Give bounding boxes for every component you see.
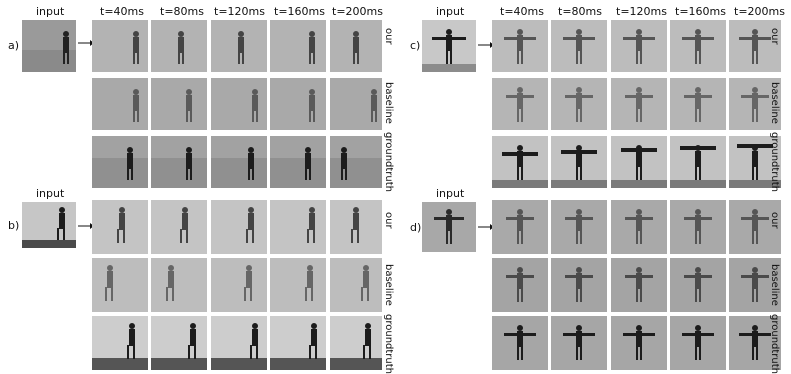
input-label: input (36, 187, 65, 200)
input-frame (22, 20, 76, 72)
input-frame (422, 202, 476, 252)
frame-groundtruth (270, 136, 326, 188)
frame-baseline (492, 78, 548, 130)
frame-baseline (551, 258, 607, 312)
panel-letter: b) (8, 219, 20, 232)
frame-our (729, 200, 781, 254)
frame-groundtruth (270, 316, 326, 370)
time-label: t=160ms (675, 5, 726, 18)
panel-letter: d) (410, 221, 422, 234)
frame-our (151, 20, 207, 72)
frame-our (492, 200, 548, 254)
row-label-baseline: baseline (383, 82, 394, 124)
row-label-our: our (383, 28, 394, 45)
frame-groundtruth (611, 316, 667, 370)
input-frame (22, 202, 76, 248)
frame-groundtruth (492, 136, 548, 188)
frame-baseline (211, 258, 267, 312)
frame-our (729, 20, 781, 72)
frame-our (211, 20, 267, 72)
frame-baseline (270, 258, 326, 312)
input-label: input (436, 5, 465, 18)
frame-groundtruth (551, 316, 607, 370)
frame-groundtruth (151, 316, 207, 370)
row-label-groundtruth: groundtruth (769, 314, 780, 374)
frame-groundtruth (92, 136, 148, 188)
time-label: t=80ms (160, 5, 204, 18)
frame-our (151, 200, 207, 254)
row-label-groundtruth: groundtruth (383, 314, 394, 374)
frame-our (92, 20, 148, 72)
frame-our (611, 20, 667, 72)
frame-groundtruth (330, 136, 382, 188)
frame-baseline (151, 78, 207, 130)
frame-groundtruth (492, 316, 548, 370)
frame-our (330, 200, 382, 254)
frame-baseline (670, 78, 726, 130)
time-label: t=200ms (332, 5, 383, 18)
frame-baseline (330, 258, 382, 312)
frame-our (211, 200, 267, 254)
frame-groundtruth (151, 136, 207, 188)
frame-groundtruth (330, 316, 382, 370)
time-label: t=120ms (214, 5, 265, 18)
frame-groundtruth (670, 316, 726, 370)
frame-baseline (492, 258, 548, 312)
frame-baseline (330, 78, 382, 130)
panel-letter: a) (8, 39, 20, 52)
frame-baseline (92, 258, 148, 312)
frame-groundtruth (670, 136, 726, 188)
frame-groundtruth (211, 316, 267, 370)
time-label: t=40ms (500, 5, 544, 18)
row-label-baseline: baseline (383, 264, 394, 306)
frame-baseline (729, 258, 781, 312)
frame-baseline (270, 78, 326, 130)
frame-baseline (729, 78, 781, 130)
row-label-baseline: baseline (769, 82, 780, 124)
frame-our (670, 200, 726, 254)
frame-our (551, 200, 607, 254)
panel-letter: c) (410, 39, 421, 52)
frame-baseline (92, 78, 148, 130)
input-label: input (36, 5, 65, 18)
row-label-groundtruth: groundtruth (769, 132, 780, 193)
frame-groundtruth (611, 136, 667, 188)
frame-our (92, 200, 148, 254)
frame-baseline (611, 78, 667, 130)
frame-groundtruth (211, 136, 267, 188)
row-label-groundtruth: groundtruth (383, 132, 394, 193)
time-label: t=200ms (734, 5, 785, 18)
frame-groundtruth (551, 136, 607, 188)
row-label-baseline: baseline (769, 264, 780, 306)
frame-our (270, 200, 326, 254)
frame-baseline (211, 78, 267, 130)
frame-baseline (551, 78, 607, 130)
frame-groundtruth (729, 316, 781, 370)
input-frame (422, 20, 476, 72)
time-label: t=120ms (616, 5, 667, 18)
frame-groundtruth (92, 316, 148, 370)
frame-our (611, 200, 667, 254)
time-label: t=80ms (558, 5, 602, 18)
frame-groundtruth (729, 136, 781, 188)
row-label-our: our (383, 212, 394, 229)
frame-baseline (151, 258, 207, 312)
frame-baseline (611, 258, 667, 312)
time-label: t=160ms (274, 5, 325, 18)
frame-our (492, 20, 548, 72)
input-label: input (436, 187, 465, 200)
row-label-our: our (769, 28, 780, 45)
row-label-our: our (769, 212, 780, 229)
frame-our (330, 20, 382, 72)
time-label: t=40ms (100, 5, 144, 18)
frame-our (270, 20, 326, 72)
frame-our (551, 20, 607, 72)
frame-baseline (670, 258, 726, 312)
frame-our (670, 20, 726, 72)
